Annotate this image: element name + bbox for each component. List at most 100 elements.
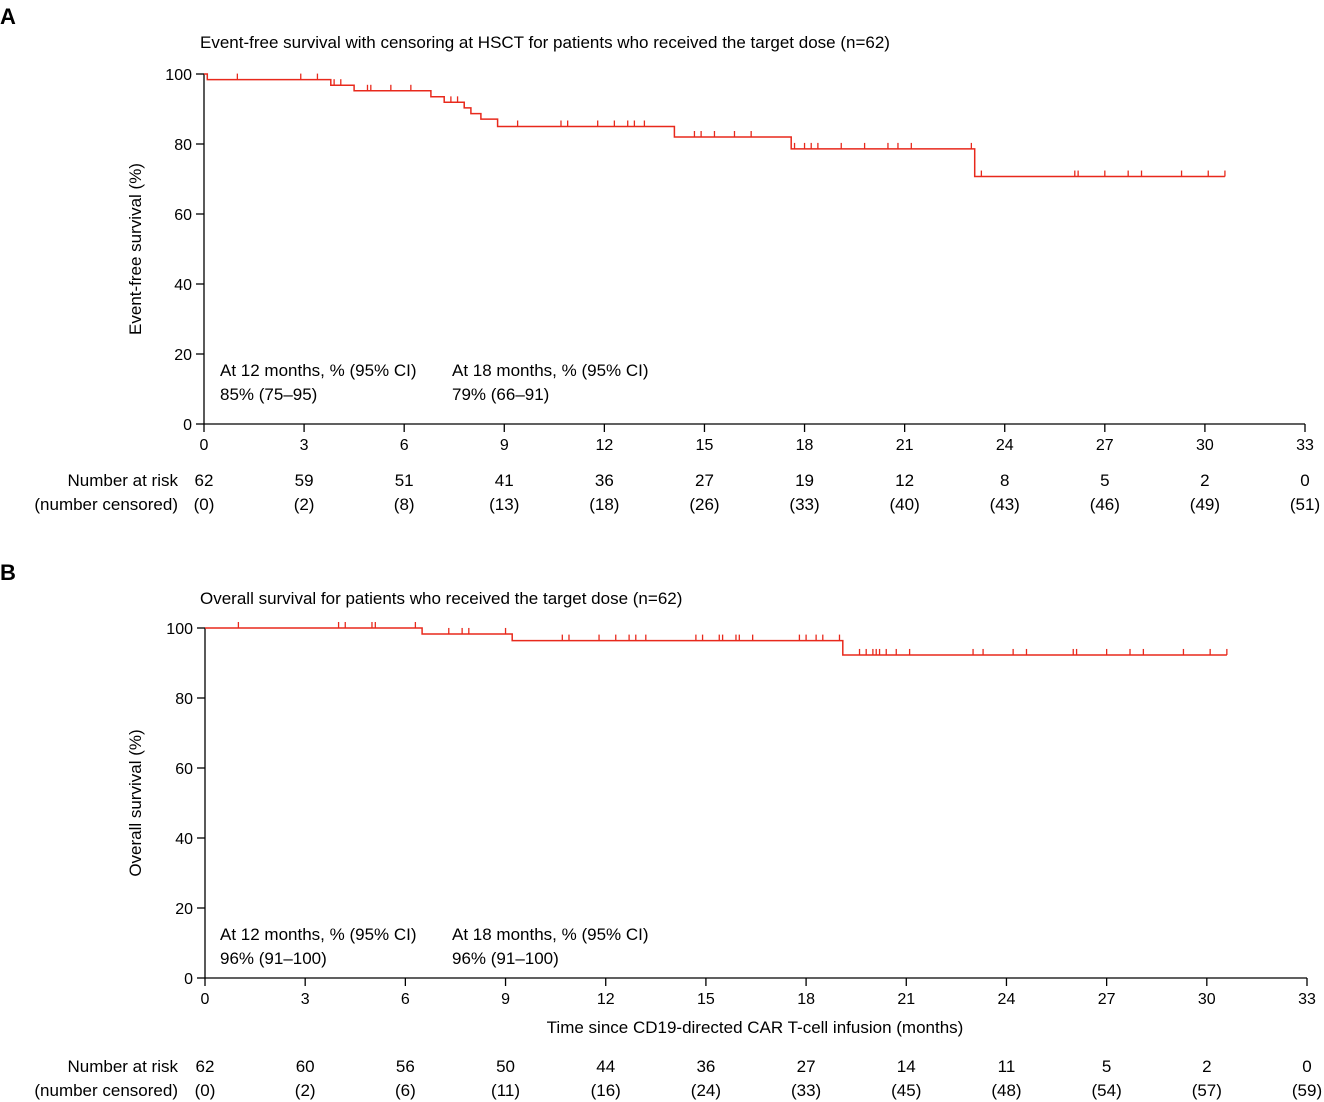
panel-a-y-axis-label: Event-free survival (%) <box>126 163 145 335</box>
panel-a-at-risk-count: 59 <box>295 471 314 490</box>
panel-b-x-tick-label: 21 <box>897 991 915 1008</box>
panel-a-annotation-18m-heading: At 18 months, % (95% CI) <box>452 361 649 380</box>
panel-a-x-tick-label: 21 <box>896 437 914 454</box>
panel-a-censored-count: (26) <box>689 495 719 514</box>
panel-b-survival-curve <box>205 627 1227 656</box>
panel-a-title: Event-free survival with censoring at HS… <box>200 33 890 52</box>
panel-a-x-tick-label: 18 <box>796 437 814 454</box>
panel-a-at-risk-count: 41 <box>495 471 514 490</box>
panel-b-y-tick-label: 60 <box>175 761 193 778</box>
panel-a-annotation-18m-value: 79% (66–91) <box>452 385 549 404</box>
panel-b-y-tick-label: 80 <box>175 691 193 708</box>
panel-b-censored-count: (54) <box>1092 1081 1122 1100</box>
panel-b-censored-count: (48) <box>991 1081 1021 1100</box>
panel-b-x-tick-label: 6 <box>401 991 410 1008</box>
panel-a-risk-table: 62 (0) 59 (2) 51 (8) 41 (13) 36 (18) 27 (26) 19 (33) 1… <box>194 471 1321 514</box>
panel-a-at-risk-count: 19 <box>795 471 814 490</box>
panel-a-annotation-12m-heading: At 12 months, % (95% CI) <box>220 361 417 380</box>
panel-b-at-risk-count: 5 <box>1102 1057 1111 1076</box>
panel-b-at-risk-count: 44 <box>596 1057 615 1076</box>
panel-a-at-risk-count: 8 <box>1000 471 1009 490</box>
panel-a-y-tick-label: 60 <box>174 207 192 224</box>
panel-a-x-tick-label: 24 <box>996 437 1014 454</box>
panel-b-at-risk-count: 27 <box>797 1057 816 1076</box>
panel-a-censored-count: (2) <box>294 495 315 514</box>
panel-b-x-tick-label: 18 <box>797 991 815 1008</box>
panel-a-at-risk-count: 51 <box>395 471 414 490</box>
panel-a-at-risk-count: 0 <box>1300 471 1309 490</box>
panel-b-annotation-18m-value: 96% (91–100) <box>452 949 559 968</box>
panel-b-risk-table: 62(0)60(2)56(6)50(11)44(16)36(24)27(33)1… <box>195 1057 1323 1100</box>
panel-a-letter: A <box>0 4 16 29</box>
panel-a-x-tick-label: 12 <box>595 437 613 454</box>
panel-b-at-risk-count: 36 <box>696 1057 715 1076</box>
panel-a-axes: 0 20 40 60 80 100 0 3 6 9 12 15 18 21 24 27 30 33 <box>165 67 1314 454</box>
panel-a-censored-count: (49) <box>1190 495 1220 514</box>
panel-a-censored-count: (0) <box>194 495 215 514</box>
panel-a-censored-count: (46) <box>1090 495 1120 514</box>
panel-b-censored-count: (0) <box>195 1081 216 1100</box>
panel-a-at-risk-count: 36 <box>595 471 614 490</box>
panel-a-survival-curve <box>204 73 1225 178</box>
panel-b-y-tick-label: 100 <box>166 621 193 638</box>
panel-b-y-tick-label: 0 <box>184 971 193 988</box>
panel-b-x-tick-label: 12 <box>597 991 615 1008</box>
panel-b-at-risk-count: 50 <box>496 1057 515 1076</box>
panel-a-y-tick-label: 100 <box>165 67 192 84</box>
panel-b-axes: 0 20 40 60 80 100 0 3 6 9 12 15 18 21 24 27 30 33 <box>166 621 1316 1008</box>
panel-a-at-risk-count: 2 <box>1200 471 1209 490</box>
panel-b-at-risk-count: 14 <box>897 1057 916 1076</box>
panel-b-overall-survival: B Overall survival for patients who rece… <box>0 560 1322 1100</box>
panel-a-censored-label: (number censored) <box>34 495 178 514</box>
panel-a-event-free-survival: A Event-free survival with censoring at … <box>0 4 1320 514</box>
panel-b-censored-count: (2) <box>295 1081 316 1100</box>
panel-a-censored-count: (33) <box>789 495 819 514</box>
panel-a-censored-count: (43) <box>990 495 1020 514</box>
panel-b-letter: B <box>0 560 16 585</box>
panel-b-curve-layer <box>205 622 1228 656</box>
panel-b-at-risk-count: 11 <box>998 1057 1016 1076</box>
panel-b-censored-count: (57) <box>1192 1081 1222 1100</box>
panel-a-x-tick-label: 6 <box>400 437 409 454</box>
panel-a-curve-layer <box>204 73 1226 178</box>
panel-b-censored-count: (6) <box>395 1081 416 1100</box>
panel-b-title: Overall survival for patients who receiv… <box>200 589 682 608</box>
panel-a-x-tick-label: 15 <box>696 437 714 454</box>
panel-b-annotation-18m-heading: At 18 months, % (95% CI) <box>452 925 649 944</box>
panel-b-risk-label: Number at risk <box>67 1057 178 1076</box>
panel-a-at-risk-count: 27 <box>695 471 714 490</box>
panel-a-censored-count: (13) <box>489 495 519 514</box>
panel-a-y-tick-label: 0 <box>183 417 192 434</box>
panel-a-y-tick-label: 40 <box>174 277 192 294</box>
panel-b-x-tick-label: 15 <box>697 991 715 1008</box>
panel-b-censored-count: (59) <box>1292 1081 1322 1100</box>
panel-b-at-risk-count: 56 <box>396 1057 415 1076</box>
panel-a-censored-count: (51) <box>1290 495 1320 514</box>
panel-b-censored-count: (11) <box>491 1081 520 1100</box>
panel-a-x-tick-label: 33 <box>1296 437 1314 454</box>
panel-b-annotation-12m-heading: At 12 months, % (95% CI) <box>220 925 417 944</box>
panel-b-x-tick-label: 0 <box>201 991 210 1008</box>
panel-b-at-risk-count: 62 <box>196 1057 215 1076</box>
panel-b-y-tick-label: 40 <box>175 831 193 848</box>
panel-a-risk-label: Number at risk <box>67 471 178 490</box>
panel-a-at-risk-count: 5 <box>1100 471 1109 490</box>
panel-b-x-tick-label: 9 <box>501 991 510 1008</box>
panel-a-censored-count: (8) <box>394 495 415 514</box>
panel-b-x-tick-label: 24 <box>998 991 1016 1008</box>
panel-b-y-axis-label: Overall survival (%) <box>126 729 145 876</box>
panel-b-x-tick-label: 27 <box>1098 991 1116 1008</box>
panel-a-y-tick-label: 20 <box>174 347 192 364</box>
panel-b-x-tick-label: 30 <box>1198 991 1216 1008</box>
panel-b-censored-count: (16) <box>591 1081 621 1100</box>
panel-a-censored-count: (18) <box>589 495 619 514</box>
panel-b-annotation-12m-value: 96% (91–100) <box>220 949 327 968</box>
panel-a-x-tick-label: 0 <box>200 437 209 454</box>
panel-b-censored-count: (24) <box>691 1081 721 1100</box>
panel-a-y-tick-label: 80 <box>174 137 192 154</box>
panel-b-x-tick-label: 3 <box>301 991 310 1008</box>
panel-a-annotation-12m-value: 85% (75–95) <box>220 385 317 404</box>
panel-b-x-axis-label: Time since CD19-directed CAR T-cell infu… <box>547 1018 964 1037</box>
panel-b-at-risk-count: 60 <box>296 1057 315 1076</box>
